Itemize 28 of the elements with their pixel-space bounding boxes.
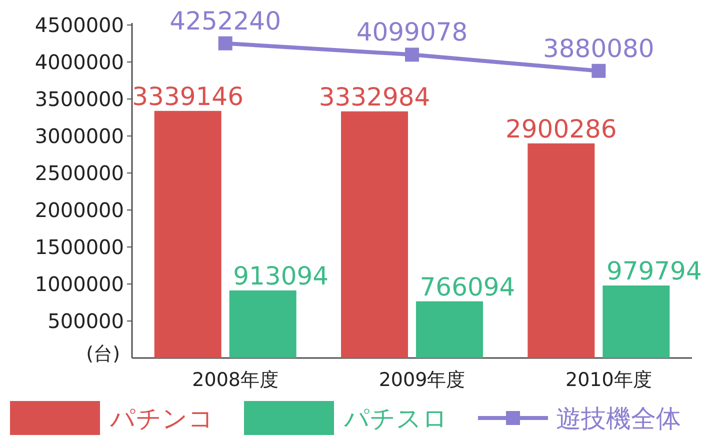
legend-item: パチンコ	[10, 401, 214, 435]
data-label: 3339146	[132, 82, 244, 111]
xtick: 2009年度	[378, 369, 466, 391]
legend-label: パチンコ	[109, 404, 214, 433]
ytick: 2000000	[34, 198, 124, 222]
data-label: 2900286	[506, 114, 617, 144]
ytick: 1000000	[34, 272, 124, 296]
data-label: 913094	[233, 261, 329, 290]
data-label: 3332984	[318, 82, 430, 112]
data-label: 766094	[420, 272, 516, 302]
data-label: 979794	[606, 256, 702, 286]
ytick: 500000	[48, 309, 124, 333]
legend-label: 遊技機全体	[556, 404, 681, 433]
ytick: 1500000	[34, 235, 124, 259]
xtick: 2008年度	[192, 369, 279, 391]
ylabel: (台)	[86, 343, 120, 365]
ytick: 3000000	[34, 124, 124, 148]
data-label: 3880080	[543, 34, 654, 63]
ytick: 4000000	[34, 50, 124, 74]
ytick: 4500000	[34, 13, 124, 37]
legend-label: パチスロ	[343, 404, 448, 433]
data-label: 4099078	[356, 18, 468, 47]
legend-item: パチスロ	[244, 401, 448, 435]
ytick: 2500000	[34, 161, 124, 185]
xtick: 2010年度	[565, 369, 652, 391]
ytick: 3500000	[34, 87, 124, 111]
legend-item: 遊技機全体	[478, 404, 681, 433]
data-label: 4252240	[170, 6, 281, 36]
